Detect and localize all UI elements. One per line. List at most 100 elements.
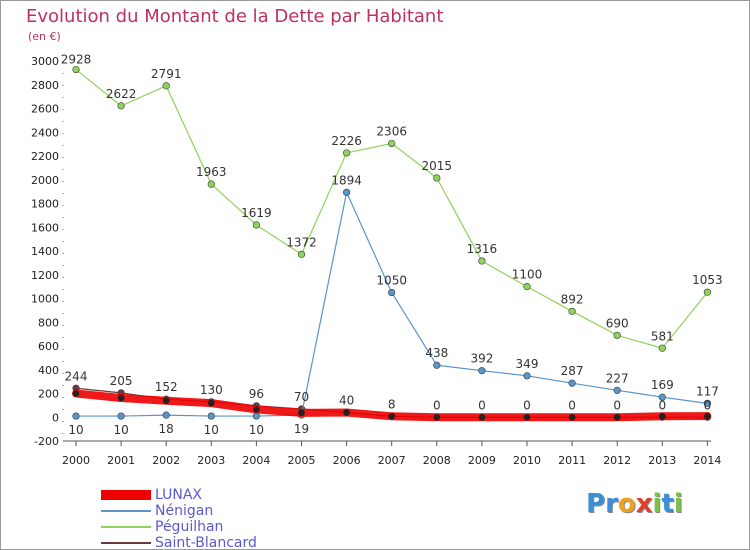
legend-item-peguilhan: Péguilhan	[101, 519, 301, 535]
x-tick-label: 2002	[152, 454, 180, 467]
data-point-lunax	[388, 412, 396, 420]
logo-letter: i	[673, 489, 683, 519]
series-line-peguilhan	[75, 68, 709, 349]
data-label-saint-blancard: 8	[388, 397, 396, 411]
data-point-lunax	[72, 390, 80, 397]
data-point-peguilhan	[658, 344, 666, 352]
data-point-peguilhan	[478, 257, 486, 265]
legend-item-nenigan: Nénigan	[101, 503, 301, 519]
data-point-nenigan	[568, 379, 576, 387]
data-label-peguilhan: 2791	[151, 67, 182, 81]
data-point-peguilhan	[343, 149, 351, 157]
legend-label: Péguilhan	[155, 519, 224, 535]
y-tick-label: 1400	[31, 245, 59, 258]
y-tick-label: 0	[52, 411, 59, 424]
data-point-nenigan	[523, 372, 531, 380]
data-point-lunax	[208, 399, 215, 407]
x-tick-label: 2006	[333, 454, 361, 467]
x-tick-label: 2011	[558, 454, 586, 467]
y-tick-label: 600	[38, 340, 59, 353]
data-point-nenigan	[478, 367, 486, 375]
data-point-lunax	[658, 412, 666, 420]
data-label-saint-blancard: 205	[110, 374, 133, 388]
data-point-nenigan	[343, 188, 351, 196]
legend-swatch	[101, 510, 151, 512]
data-point-nenigan	[703, 399, 712, 407]
x-tick-label: 2001	[107, 454, 135, 467]
data-point-nenigan	[388, 288, 396, 297]
data-label-saint-blancard: 0	[613, 398, 621, 412]
data-label-saint-blancard: 0	[478, 398, 486, 412]
data-label-peguilhan: 1053	[692, 273, 723, 287]
logo-letter: P	[586, 489, 606, 519]
logo-letter: r	[605, 489, 618, 519]
data-point-nenigan	[117, 412, 125, 420]
y-tick-label: 2400	[31, 126, 59, 139]
data-label-saint-blancard: 130	[200, 383, 223, 397]
data-label-saint-blancard: 244	[65, 369, 88, 383]
data-label-peguilhan: 1619	[241, 206, 272, 220]
data-label-nenigan: 117	[696, 384, 719, 398]
data-label-saint-blancard: 40	[339, 394, 354, 408]
data-label-nenigan: 287	[561, 364, 584, 378]
data-label-saint-blancard: 0	[523, 398, 531, 412]
data-point-peguilhan	[207, 180, 215, 188]
data-point-peguilhan	[613, 331, 621, 339]
data-label-nenigan: 227	[606, 371, 629, 385]
data-point-lunax	[298, 409, 305, 417]
data-point-lunax	[343, 409, 350, 416]
y-tick-label: -200	[34, 435, 59, 448]
x-tick-label: 2014	[693, 454, 721, 467]
x-tick-label: 2010	[513, 454, 541, 467]
legend-swatch	[101, 542, 151, 544]
data-point-peguilhan	[162, 82, 170, 90]
x-tick-label: 2008	[423, 454, 451, 467]
data-point-peguilhan	[117, 102, 125, 110]
data-point-peguilhan	[388, 139, 396, 148]
data-point-lunax	[568, 413, 576, 421]
data-label-peguilhan: 1963	[196, 165, 227, 179]
y-tick-label: 1600	[31, 221, 59, 234]
legend-label: Nénigan	[155, 503, 214, 519]
data-label-nenigan: 349	[516, 357, 539, 371]
data-label-saint-blancard: 0	[568, 398, 576, 412]
x-tick-label: 2007	[378, 454, 406, 467]
legend-swatch	[101, 490, 151, 500]
y-tick-label: 400	[38, 364, 59, 377]
data-point-nenigan	[613, 386, 621, 394]
data-label-nenigan: 10	[113, 423, 128, 437]
data-label-nenigan: 10	[68, 423, 83, 437]
x-tick-label: 2012	[603, 454, 631, 467]
logo-letter: x	[635, 489, 653, 519]
data-label-peguilhan: 2226	[331, 134, 362, 148]
data-point-nenigan	[252, 412, 260, 420]
y-tick-label: 1200	[31, 269, 59, 282]
data-point-nenigan	[72, 412, 80, 420]
data-label-nenigan: 169	[651, 378, 674, 392]
y-tick-label: 1800	[31, 198, 59, 211]
data-point-peguilhan	[297, 250, 306, 258]
data-label-peguilhan: 892	[561, 292, 584, 306]
x-tick-label: 2004	[242, 454, 270, 467]
legend-item-lunax: LUNAX	[101, 487, 301, 503]
data-label-nenigan: 438	[425, 346, 448, 360]
data-label-peguilhan: 581	[651, 329, 674, 343]
y-tick-label: 2600	[31, 103, 59, 116]
x-tick-label: 2005	[288, 454, 316, 467]
data-point-lunax	[117, 394, 125, 402]
data-point-lunax	[433, 413, 441, 421]
data-point-nenigan	[207, 412, 215, 420]
y-tick-label: 2000	[31, 174, 59, 187]
data-label-nenigan: 10	[249, 423, 264, 437]
data-label-nenigan: 18	[159, 422, 174, 436]
data-label-nenigan: 1050	[376, 274, 407, 288]
data-label-nenigan: 392	[470, 352, 493, 366]
data-point-lunax	[253, 406, 260, 413]
data-label-saint-blancard: 0	[433, 398, 441, 412]
y-tick-label: 1000	[31, 293, 59, 306]
legend-item-saint-blancard: Saint-Blancard	[101, 535, 301, 549]
data-label-nenigan: 19	[294, 422, 309, 436]
logo-letter: t	[661, 489, 674, 519]
x-tick-label: 2000	[62, 454, 90, 467]
